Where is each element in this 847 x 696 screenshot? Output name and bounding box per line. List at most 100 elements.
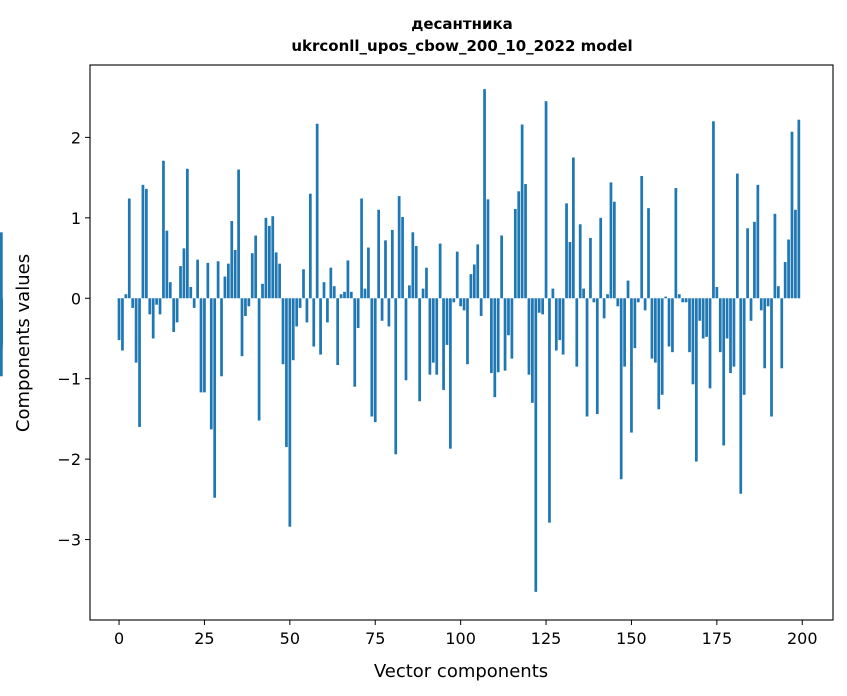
bar: [575, 298, 579, 367]
bar: [677, 294, 681, 299]
x-tick-label: 50: [280, 629, 300, 648]
x-tick-label: 0: [114, 629, 124, 648]
bar: [776, 286, 780, 299]
bar: [759, 298, 763, 311]
bar: [206, 262, 210, 299]
bar: [749, 298, 753, 321]
bar: [209, 298, 213, 430]
bar: [278, 263, 281, 299]
bar: [773, 213, 777, 299]
bar: [466, 298, 469, 365]
bar: [380, 298, 384, 321]
bar: [452, 298, 456, 303]
bar: [182, 248, 186, 299]
chart-subtitle: ukrconll_upos_cbow_200_10_2022 model: [291, 37, 632, 55]
bar: [472, 264, 476, 299]
bar: [0, 298, 3, 349]
bar: [141, 184, 145, 299]
x-tick-label: 150: [616, 629, 647, 648]
bar: [592, 298, 596, 303]
bar: [766, 298, 770, 307]
bar: [254, 235, 258, 299]
bar: [151, 298, 155, 339]
bar: [339, 294, 343, 299]
bar: [285, 298, 288, 448]
y-tick-label: −2: [57, 450, 81, 469]
bar: [387, 298, 391, 327]
bar: [408, 285, 411, 299]
bar: [753, 221, 756, 299]
bar: [455, 251, 459, 299]
x-tick-label: 100: [445, 629, 476, 648]
bar: [674, 188, 678, 299]
bar: [329, 267, 333, 299]
bar: [619, 298, 623, 480]
bar: [326, 298, 329, 323]
bar: [308, 193, 312, 299]
bar: [148, 298, 152, 315]
y-tick-label: 2: [71, 128, 81, 147]
bar: [192, 298, 196, 308]
bar: [134, 298, 138, 363]
x-axis-label: Vector components: [374, 661, 548, 682]
bar: [233, 250, 237, 299]
bar: [520, 124, 524, 299]
bar: [377, 209, 381, 299]
bar: [493, 298, 497, 398]
bar: [312, 298, 316, 347]
bar: [421, 288, 425, 299]
bar: [213, 298, 217, 498]
bar: [667, 298, 671, 347]
bar: [640, 176, 644, 299]
y-tick-label: −3: [57, 531, 81, 550]
bar: [414, 245, 418, 299]
bar: [787, 239, 790, 299]
bar: [510, 298, 514, 359]
bar: [257, 298, 261, 421]
bar: [302, 269, 305, 299]
bar: [127, 198, 131, 299]
bar: [681, 298, 685, 303]
bar: [554, 298, 558, 351]
bar: [636, 298, 640, 303]
bar: [479, 298, 483, 316]
bar: [664, 296, 667, 299]
bar: [688, 298, 691, 353]
bar: [449, 298, 452, 449]
bar: [261, 283, 264, 299]
bar: [568, 241, 572, 299]
bar: [168, 282, 172, 299]
bar: [370, 298, 374, 417]
bar: [647, 208, 650, 299]
y-tick-label: −1: [57, 370, 81, 389]
bar: [353, 298, 357, 387]
bar: [643, 298, 647, 311]
bar: [291, 298, 295, 361]
bar: [418, 298, 422, 402]
bar: [712, 121, 715, 299]
bar: [551, 288, 555, 299]
bar: [742, 298, 746, 395]
bar: [155, 298, 158, 305]
bar: [606, 294, 609, 299]
bar: [534, 298, 538, 592]
bar: [185, 168, 189, 299]
bar: [763, 298, 767, 369]
x-tick-label: 25: [194, 629, 214, 648]
chart-title: десантника: [411, 15, 513, 33]
bar: [626, 280, 630, 299]
bar: [633, 298, 637, 349]
bar: [558, 298, 562, 341]
bar: [226, 263, 230, 299]
bar: [250, 253, 254, 299]
bar: [756, 184, 760, 299]
bar: [298, 298, 302, 308]
bar: [572, 157, 575, 299]
bar: [0, 232, 3, 299]
x-axis-ticks: 0 25 50 75 100 125 150 175 200: [114, 620, 818, 648]
bar: [531, 298, 534, 403]
bar: [729, 298, 732, 374]
bar: [281, 298, 285, 365]
bar: [732, 298, 736, 367]
